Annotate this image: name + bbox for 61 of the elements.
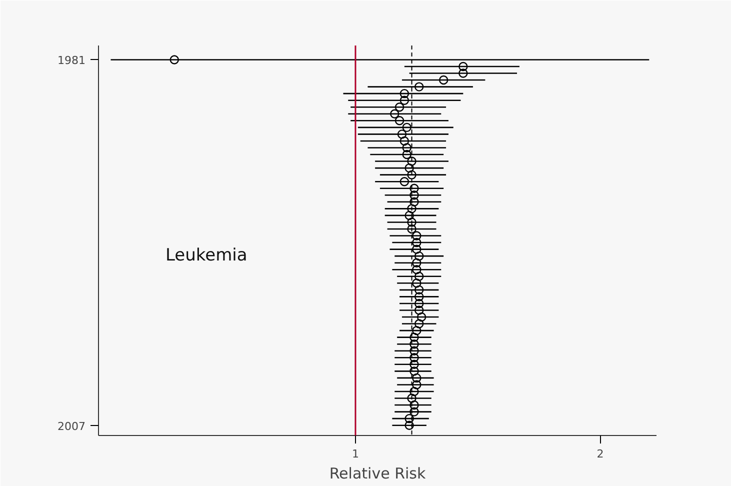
annotation: Leukemia bbox=[166, 246, 248, 266]
point bbox=[410, 353, 419, 362]
point bbox=[407, 170, 416, 180]
x-tick-label: 2 bbox=[596, 448, 604, 460]
point bbox=[397, 130, 407, 139]
point bbox=[407, 218, 416, 227]
x-axis-title: Relative Risk bbox=[329, 464, 426, 482]
point bbox=[414, 292, 424, 302]
point bbox=[410, 407, 419, 416]
point bbox=[410, 366, 419, 376]
point bbox=[414, 82, 424, 92]
y-tick-label: 2007 bbox=[58, 420, 86, 433]
point bbox=[410, 184, 419, 193]
point bbox=[400, 177, 410, 186]
point bbox=[402, 122, 412, 132]
point bbox=[416, 312, 426, 322]
point bbox=[402, 143, 412, 152]
point bbox=[458, 68, 468, 78]
y-tick-label: 1981 bbox=[58, 54, 86, 68]
point bbox=[458, 62, 468, 72]
point bbox=[414, 285, 424, 295]
point bbox=[438, 75, 448, 85]
point bbox=[410, 386, 419, 396]
point bbox=[410, 346, 419, 356]
point bbox=[412, 238, 422, 248]
point bbox=[412, 326, 422, 336]
point bbox=[412, 231, 422, 240]
point bbox=[404, 210, 414, 220]
point bbox=[410, 332, 419, 342]
point bbox=[404, 163, 414, 173]
point bbox=[407, 156, 416, 166]
point bbox=[402, 150, 412, 160]
point bbox=[410, 340, 419, 349]
point bbox=[400, 88, 410, 98]
point bbox=[407, 394, 416, 403]
point bbox=[412, 380, 422, 390]
point bbox=[414, 251, 424, 261]
point bbox=[412, 373, 422, 383]
point bbox=[404, 414, 414, 424]
point bbox=[407, 224, 416, 234]
point bbox=[170, 55, 179, 64]
x-tick-label: 1 bbox=[352, 448, 359, 460]
point bbox=[390, 109, 400, 118]
point bbox=[400, 96, 410, 105]
point bbox=[410, 360, 419, 369]
point bbox=[394, 116, 404, 126]
point bbox=[412, 278, 422, 288]
point bbox=[410, 190, 419, 200]
point bbox=[404, 420, 414, 430]
point bbox=[412, 265, 422, 274]
point bbox=[414, 319, 424, 328]
point bbox=[410, 400, 419, 410]
point bbox=[412, 244, 422, 254]
point bbox=[414, 306, 424, 315]
point bbox=[407, 204, 416, 214]
point bbox=[400, 136, 410, 146]
point bbox=[394, 102, 404, 112]
point bbox=[412, 258, 422, 268]
point bbox=[410, 197, 419, 206]
point bbox=[414, 298, 424, 308]
point bbox=[414, 272, 424, 281]
